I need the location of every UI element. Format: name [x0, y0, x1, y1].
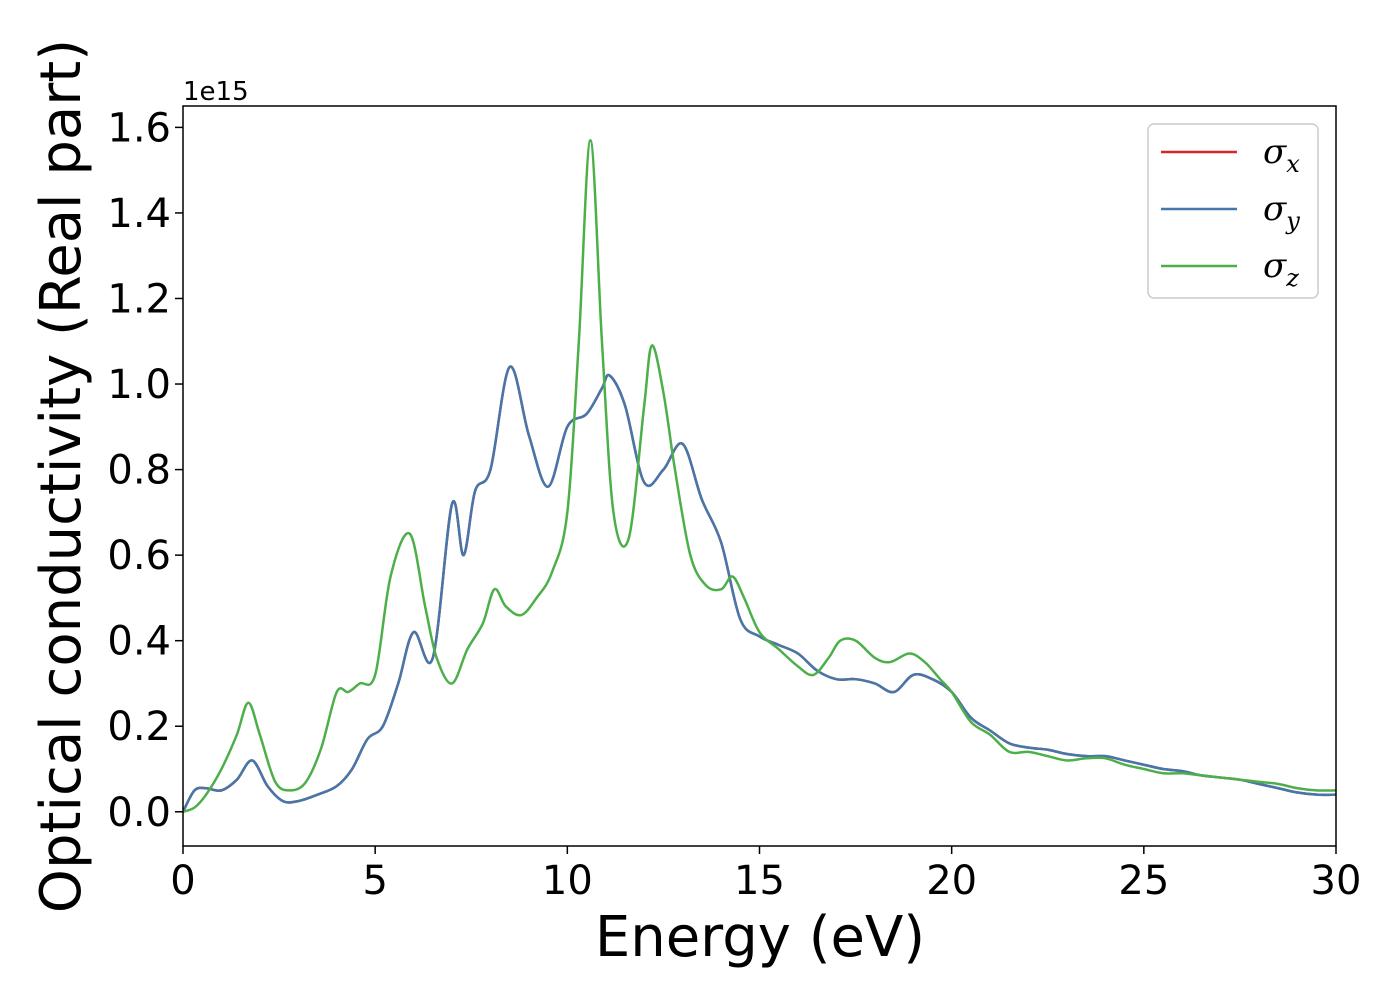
y-offset-label: 1e15: [183, 77, 249, 107]
series-line-sigma-x: [183, 365, 1336, 813]
y-tick-label: 0.6: [107, 533, 171, 579]
y-tick-label: 1.6: [107, 105, 171, 151]
y-tick-label: 1.0: [107, 362, 171, 408]
y-tick-label: 0.2: [107, 704, 171, 750]
y-tick-label: 1.4: [107, 191, 171, 237]
x-tick-label: 25: [1118, 858, 1169, 904]
legend-label-sigma-x: σx: [1263, 132, 1300, 178]
x-tick-label: 0: [170, 858, 195, 904]
series-layer: [183, 138, 1336, 813]
series-line-sigma-y: [183, 365, 1336, 813]
series-line-sigma-z: [183, 138, 1336, 813]
x-axis-label: Energy (eV): [595, 905, 925, 970]
legend-box: [1147, 123, 1319, 299]
legend-label-sigma-z: σz: [1263, 246, 1299, 292]
x-axis-ticks: 0 5 10 15 20 25 30: [170, 846, 1361, 904]
x-tick-label: 10: [542, 858, 593, 904]
y-tick-label: 0.8: [107, 448, 171, 494]
y-tick-label: 0.4: [107, 619, 171, 665]
x-tick-label: 5: [362, 858, 387, 904]
y-tick-label: 0.0: [107, 790, 171, 836]
y-axis-label: Optical conductivity (Real part): [29, 39, 94, 913]
y-axis-ticks: 0.0 0.2 0.4 0.6 0.8 1.0 1.2 1.4 1.6: [107, 105, 183, 836]
x-tick-label: 30: [1311, 858, 1362, 904]
y-tick-label: 1.2: [107, 276, 171, 322]
legend-label-sigma-y: σy: [1263, 189, 1300, 235]
legend: σx σy σz: [1147, 123, 1319, 299]
x-tick-label: 20: [926, 858, 977, 904]
x-tick-label: 15: [734, 858, 785, 904]
